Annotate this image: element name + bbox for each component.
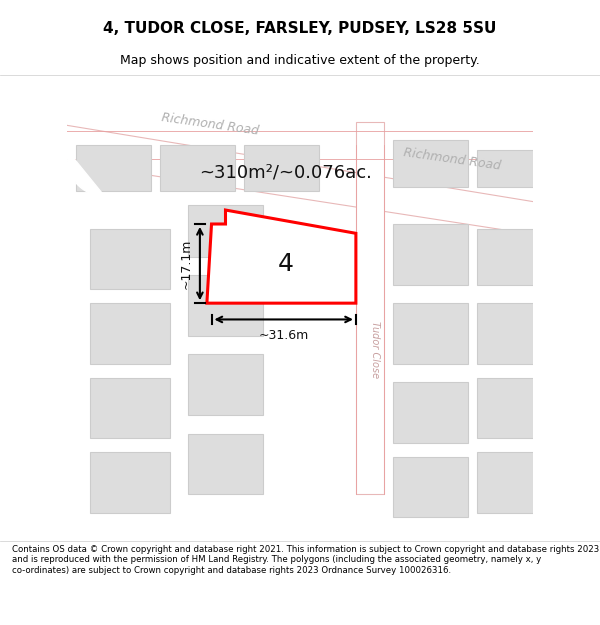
- Polygon shape: [91, 452, 170, 512]
- Polygon shape: [76, 145, 151, 191]
- Text: Tudor Close: Tudor Close: [370, 321, 380, 378]
- Polygon shape: [356, 121, 384, 494]
- Polygon shape: [188, 206, 263, 257]
- Text: 4: 4: [278, 252, 294, 276]
- Text: 4, TUDOR CLOSE, FARSLEY, PUDSEY, LS28 5SU: 4, TUDOR CLOSE, FARSLEY, PUDSEY, LS28 5S…: [103, 21, 497, 36]
- Polygon shape: [244, 145, 319, 191]
- Polygon shape: [91, 378, 170, 438]
- Polygon shape: [188, 275, 263, 336]
- Polygon shape: [44, 121, 556, 238]
- Polygon shape: [477, 452, 547, 512]
- Polygon shape: [91, 303, 170, 364]
- Polygon shape: [477, 378, 547, 438]
- Polygon shape: [477, 149, 547, 187]
- Polygon shape: [91, 229, 170, 289]
- Polygon shape: [393, 140, 467, 187]
- Text: ~310m²/~0.076ac.: ~310m²/~0.076ac.: [200, 164, 373, 182]
- Polygon shape: [207, 210, 356, 303]
- Text: ~31.6m: ~31.6m: [259, 329, 309, 342]
- Polygon shape: [188, 354, 263, 415]
- Text: ~17.1m: ~17.1m: [180, 238, 193, 289]
- Polygon shape: [393, 303, 467, 364]
- Text: Contains OS data © Crown copyright and database right 2021. This information is : Contains OS data © Crown copyright and d…: [12, 545, 599, 574]
- Polygon shape: [477, 303, 547, 364]
- Polygon shape: [188, 434, 263, 494]
- Polygon shape: [44, 121, 104, 196]
- Polygon shape: [393, 224, 467, 284]
- Polygon shape: [393, 382, 467, 443]
- Text: Richmond Road: Richmond Road: [403, 146, 502, 172]
- Text: Map shows position and indicative extent of the property.: Map shows position and indicative extent…: [120, 54, 480, 67]
- Polygon shape: [393, 457, 467, 518]
- Polygon shape: [160, 145, 235, 191]
- Polygon shape: [477, 229, 547, 284]
- Text: Richmond Road: Richmond Road: [160, 111, 259, 138]
